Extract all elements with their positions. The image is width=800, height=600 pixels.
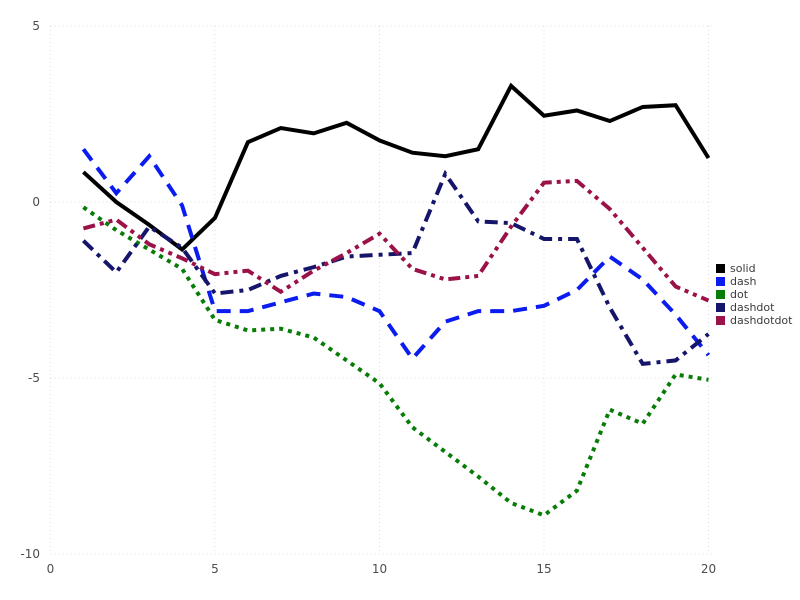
x-tick-label: 10 [372, 562, 387, 576]
legend-swatch-dashdotdot [716, 316, 725, 325]
legend-label: dashdot [730, 301, 775, 314]
legend-swatch-dot [716, 290, 725, 299]
legend-label: solid [730, 262, 756, 275]
legend-swatch-dashdot [716, 303, 725, 312]
x-tick-label: 15 [536, 562, 551, 576]
legend-label: dash [730, 275, 757, 288]
legend-swatch-solid [716, 264, 725, 273]
legend-swatch-dash [716, 277, 725, 286]
legend-item-dot: dot [716, 288, 792, 301]
grid [50, 25, 712, 555]
legend-label: dashdotdot [730, 314, 793, 327]
x-tick-label: 0 [47, 562, 55, 576]
axis-tick-labels: 0 5 10 15 20 5 0 -5 -10 [20, 19, 716, 576]
y-tick-label: -10 [20, 547, 40, 561]
legend-item-dash: dash [716, 275, 792, 288]
legend-item-solid: solid [716, 262, 792, 275]
series-line-dash [81, 148, 711, 362]
legend: solid dash dot dashdot dashdotdot [716, 262, 792, 327]
y-tick-label: -5 [28, 371, 40, 385]
legend-item-dashdot: dashdot [716, 301, 792, 314]
series-line-dot [82, 205, 709, 518]
y-tick-label: 5 [32, 19, 40, 33]
legend-item-dashdotdot: dashdotdot [716, 314, 792, 327]
legend-label: dot [730, 288, 749, 301]
x-tick-label: 20 [701, 562, 716, 576]
series-line-solid [82, 82, 711, 253]
series-line-dashdotdot [82, 178, 710, 303]
x-tick-label: 5 [211, 562, 219, 576]
y-tick-label: 0 [32, 195, 40, 209]
